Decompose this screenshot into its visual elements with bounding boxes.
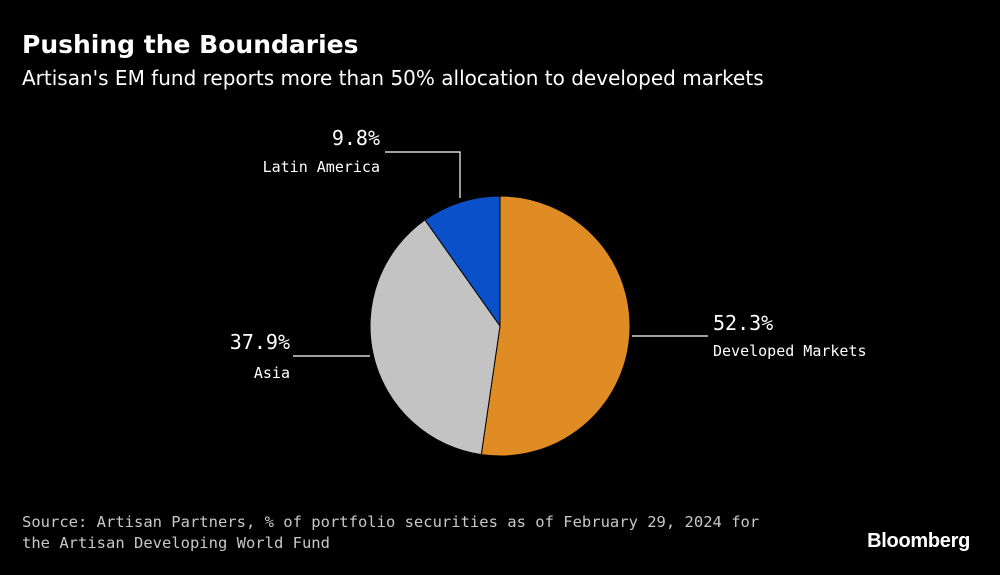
pie-slice-developed-markets xyxy=(480,195,631,457)
value-label-asia: 37.9% xyxy=(230,330,290,354)
chart-subtitle: Artisan's EM fund reports more than 50% … xyxy=(22,66,764,90)
category-label-latin-america: Latin America xyxy=(263,158,380,176)
value-label-latin-america: 9.8% xyxy=(332,126,380,150)
category-label-asia: Asia xyxy=(254,364,290,382)
source-line-1: Source: Artisan Partners, % of portfolio… xyxy=(22,513,760,531)
category-label-developed-markets: Developed Markets xyxy=(713,342,867,360)
pie-slice-asia xyxy=(369,219,501,456)
chart-title: Pushing the Boundaries xyxy=(22,30,359,59)
pie-slices xyxy=(369,195,631,457)
value-label-developed-markets: 52.3% xyxy=(713,311,773,335)
source-line-2: the Artisan Developing World Fund xyxy=(22,534,330,552)
pie-slice-latin-america xyxy=(424,195,501,328)
leader-line-latin-america xyxy=(385,151,461,198)
bloomberg-logo: Bloomberg xyxy=(867,530,970,552)
source-note: Source: Artisan Partners, % of portfolio… xyxy=(22,512,759,554)
